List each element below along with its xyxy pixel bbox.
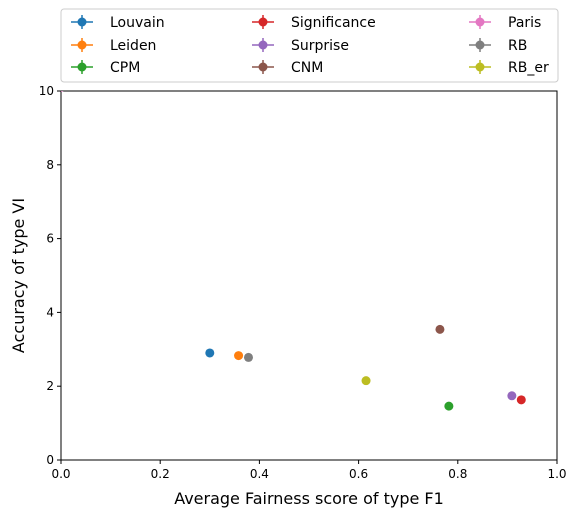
point-cpm <box>444 401 454 411</box>
legend-item-cnm: CNM <box>252 60 323 76</box>
x-tick-label: 0.2 <box>151 467 170 481</box>
y-tick-label: 2 <box>46 379 54 393</box>
legend-marker <box>475 40 485 50</box>
legend-label: CPM <box>110 60 140 76</box>
legend-frame <box>60 8 559 83</box>
legend-label: RB <box>508 38 527 54</box>
legend-marker <box>77 40 87 50</box>
legend-item-significance: Significance <box>252 15 376 31</box>
y-axis-label: Accuracy of type VI <box>9 198 28 353</box>
x-axis-label: Average Fairness score of type F1 <box>174 489 444 508</box>
legend-label: CNM <box>291 60 323 76</box>
x-tick-label: 0.0 <box>51 467 70 481</box>
legend-item-cpm: CPM <box>71 60 140 76</box>
y-tick-label: 0 <box>46 453 54 467</box>
x-tick-label: 1.0 <box>547 467 566 481</box>
legend-item-louvain: Louvain <box>71 15 165 31</box>
y-axis: 0 2 4 6 8 10 <box>39 84 61 467</box>
legend-marker <box>77 62 87 72</box>
legend-label: Louvain <box>110 15 165 31</box>
legend-label: Significance <box>291 15 376 31</box>
y-tick-label: 6 <box>46 232 54 246</box>
plot-area <box>60 90 558 461</box>
legend-item-leiden: Leiden <box>71 38 156 54</box>
legend-marker <box>475 17 485 27</box>
x-tick-label: 0.4 <box>250 467 269 481</box>
point-rb-er <box>361 376 371 386</box>
legend-item-paris: Paris <box>469 15 541 31</box>
x-tick-label: 0.6 <box>349 467 368 481</box>
y-tick-label: 8 <box>46 158 54 172</box>
legend-item-surprise: Surprise <box>252 38 349 54</box>
y-tick-label: 4 <box>46 305 54 319</box>
legend-marker <box>258 17 268 27</box>
legend-label: Surprise <box>291 38 349 54</box>
legend: Louvain Leiden CPM Significance Surprise CNM P… <box>60 8 559 83</box>
data-points <box>61 91 526 411</box>
legend-marker <box>77 17 87 27</box>
point-paris <box>61 91 64 92</box>
legend-label: Paris <box>508 15 541 31</box>
legend-marker <box>258 62 268 72</box>
x-axis: 0.0 0.2 0.4 0.6 0.8 1.0 <box>51 460 567 481</box>
point-louvain <box>205 348 215 358</box>
point-cnm <box>435 324 445 334</box>
legend-item-rb-er: RB_er <box>469 60 549 76</box>
x-tick-label: 0.8 <box>448 467 467 481</box>
point-rb <box>243 352 253 362</box>
legend-label: Leiden <box>110 38 156 54</box>
legend-marker <box>475 62 485 72</box>
legend-label: RB_er <box>508 60 549 76</box>
legend-marker <box>258 40 268 50</box>
point-significance <box>516 395 526 405</box>
point-surprise <box>507 391 517 401</box>
legend-item-rb: RB <box>469 38 527 54</box>
point-leiden <box>234 351 244 361</box>
y-tick-label: 10 <box>39 84 54 98</box>
